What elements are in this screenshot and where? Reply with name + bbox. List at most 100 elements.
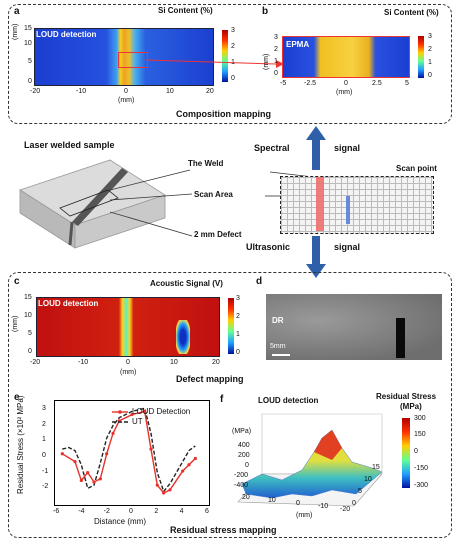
panel-e-xtick: -2: [103, 508, 110, 515]
scan-point-label: Scan point: [396, 164, 437, 173]
panel-a-tag: LOUD detection: [36, 30, 97, 39]
panel-a-cbar-tick: 2: [231, 43, 235, 50]
panel-f-xtick: 10: [268, 497, 276, 504]
sample-block: [19, 159, 166, 249]
panel-f-xtick: 0: [296, 500, 300, 507]
panel-f-ytick: 10: [364, 476, 372, 483]
panel-b-cbar-tick: 1: [428, 59, 432, 66]
loud-data-point: [111, 431, 115, 435]
legend-ut-label: UT: [132, 417, 143, 426]
panel-e-ytick: 0: [42, 451, 46, 459]
panel-c-ytick: 5: [28, 330, 32, 337]
ultrasonic-label: Ultrasonic: [246, 242, 291, 252]
panel-e-ytick: -1: [42, 467, 49, 475]
panel-a-xlabel: (mm): [118, 97, 135, 104]
defect-section-label: Defect mapping: [176, 374, 244, 384]
panel-e-xtick: 4: [179, 508, 184, 515]
panel-b-xtick: 0: [344, 80, 348, 87]
loud-data-point: [162, 491, 166, 495]
loud-data-point: [73, 460, 77, 464]
panel-c-title: Acoustic Signal (V): [150, 279, 223, 288]
panel-b-xlabel: (mm): [336, 89, 353, 96]
panel-b-ytick: 0: [274, 70, 278, 77]
panel-c-defect-spot: [176, 320, 190, 354]
panel-e-xlabel: Distance (mm): [94, 517, 147, 526]
panel-c-xlabel: (mm): [120, 369, 137, 376]
panel-f-xlabel: (mm): [296, 512, 313, 519]
panel-a-ytick: 5: [28, 58, 32, 65]
panel-b-colorbar: [418, 36, 424, 78]
loud-data-point: [130, 412, 134, 417]
spectral-label: Spectral: [254, 143, 290, 153]
panel-a-xtick: 0: [124, 88, 128, 95]
panel-b-ytick: 1: [274, 58, 278, 65]
scan-grid-defect-stripe: [346, 196, 350, 224]
panel-f-cbar-tick: 150: [414, 431, 426, 438]
panel-f-zlabel: (MPa): [232, 428, 252, 435]
panel-b-xtick: -5: [280, 80, 287, 87]
panel-f-cbar-tick: 300: [414, 415, 426, 422]
panel-a-cbar-tick: 3: [231, 27, 235, 34]
panel-d-defect: [396, 318, 405, 358]
loud-data-point: [181, 469, 185, 473]
scan-area-label: Scan Area: [194, 190, 233, 199]
spectral-arrow: [306, 126, 326, 170]
panel-a-ytick: 10: [24, 40, 32, 47]
loud-data-point: [143, 409, 147, 414]
panel-e-xtick: 0: [129, 508, 133, 515]
loud-data-point: [86, 471, 90, 475]
panel-f-cbar-tick: -300: [414, 482, 429, 489]
loud-data-point: [105, 452, 109, 456]
panel-f-ztick: -400: [234, 482, 249, 489]
panel-c-ytick: 15: [24, 294, 32, 301]
panel-d-scale-label: 5mm: [270, 343, 286, 350]
spectral-signal-label: signal: [334, 143, 361, 153]
panel-a-xtick: -20: [30, 88, 41, 95]
panel-b-cbar-tick: 3: [428, 33, 432, 40]
panel-a-xtick: 10: [166, 88, 174, 95]
loud-data-point: [92, 480, 96, 484]
panel-b-title: Si Content (%): [384, 8, 439, 17]
composition-section-label: Composition mapping: [176, 109, 271, 119]
panel-c-ytick: 10: [24, 312, 32, 319]
panel-f-letter: f: [220, 394, 224, 405]
panel-f-xtick: -20: [340, 506, 351, 513]
panel-a-cbar-tick: 0: [231, 75, 235, 82]
panel-d-radiograph: [266, 294, 442, 360]
panel-b-letter: b: [262, 6, 269, 17]
panel-c-xtick: 20: [212, 359, 220, 366]
panel-f-ytick: 0: [352, 500, 356, 507]
panel-b-ylabel: (mm): [263, 53, 270, 70]
panel-e-ytick: 3: [42, 404, 46, 412]
panel-e-ytick: 2: [42, 420, 46, 428]
loud-data-point: [187, 463, 191, 467]
panel-e-xtick: -4: [78, 508, 85, 515]
panel-c-cbar-tick: 1: [236, 331, 240, 338]
panel-f-ztick: 0: [245, 462, 249, 469]
panel-f-cbar-unit: (MPa): [400, 402, 422, 411]
panel-a-heatmap: [34, 28, 214, 86]
panel-c-xtick: -10: [78, 359, 89, 366]
ut-series-line: [62, 407, 196, 493]
weld-label: The Weld: [188, 159, 224, 168]
panel-c-xtick: -20: [30, 359, 41, 366]
panel-c-ylabel: (mm): [12, 315, 19, 332]
panel-a-colorbar: [222, 30, 228, 82]
composition-section: [8, 4, 452, 124]
panel-a-letter: a: [14, 6, 20, 17]
panel-c-xtick: 10: [170, 359, 178, 366]
panel-b-xtick: 2.5: [372, 80, 382, 87]
panel-f-tag: LOUD detection: [258, 396, 319, 405]
loud-data-point: [98, 477, 102, 481]
panel-c-cbar-tick: 3: [236, 295, 240, 302]
panel-a-highlight-box: [118, 52, 148, 68]
panel-c-cbar-tick: 0: [236, 349, 240, 356]
panel-e-xtick: 2: [154, 508, 159, 515]
panel-e-ylabel: Residual Stress (×10² MPa): [16, 395, 25, 494]
panel-b-xtick: 5: [405, 80, 409, 87]
panel-a-xtick: -10: [76, 88, 87, 95]
panel-c-colorbar: [228, 298, 234, 354]
panel-c-ytick: 0: [28, 348, 32, 355]
panel-f-colorbar: [402, 418, 410, 488]
loud-data-point: [155, 483, 159, 487]
